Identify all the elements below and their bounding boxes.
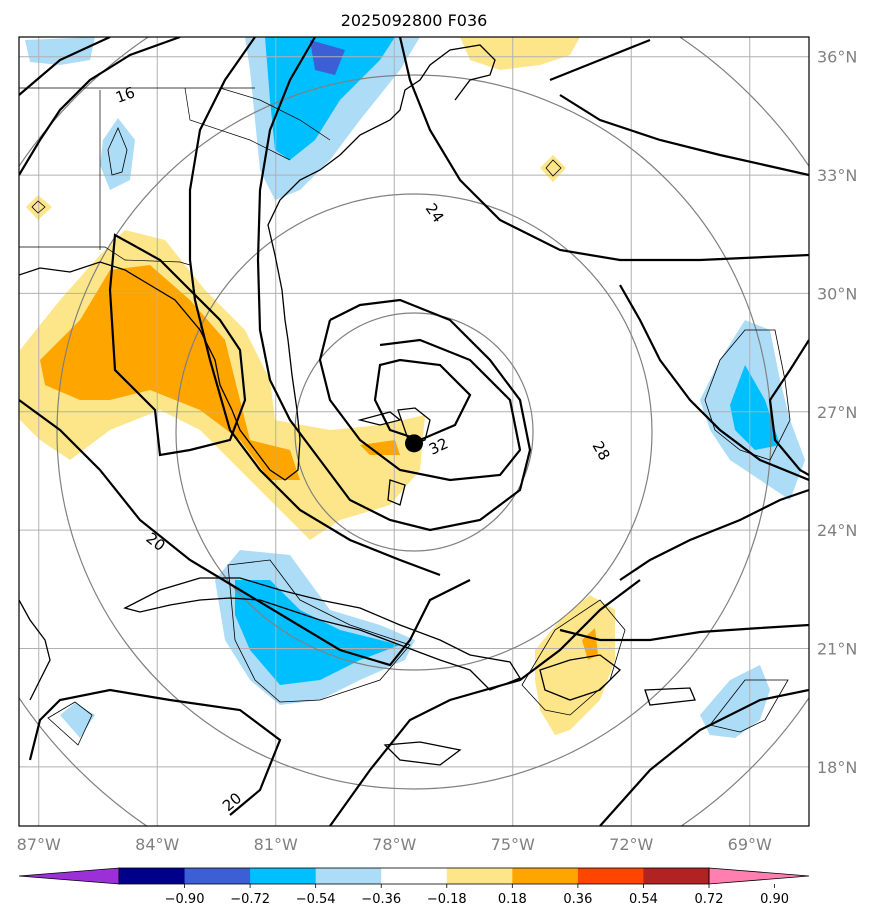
positive-shading-hispaniola-core <box>582 628 598 660</box>
colorbar-bin <box>184 868 251 884</box>
latitude-tick-label: 18°N <box>817 758 857 777</box>
latitude-tick-labels: 36°N 33°N 30°N 27°N 24°N 21°N 18°N <box>817 48 857 777</box>
border-2 <box>19 246 191 266</box>
colorbar-tick-label: −0.18 <box>427 892 467 907</box>
negative-shading-puerto-rico <box>700 665 770 738</box>
colorbar-extend-low <box>18 867 120 885</box>
contour-20-west <box>19 37 181 176</box>
longitude-tick-label: 84°W <box>135 835 179 854</box>
colorbar-bin <box>643 868 710 884</box>
bahamas-grand <box>357 411 402 426</box>
colorbar-tick-label: −0.54 <box>296 892 336 907</box>
storm-center-marker <box>405 434 423 453</box>
thin-contour-8 <box>107 126 128 176</box>
colorbar-tick-label: −0.90 <box>165 892 205 907</box>
longitude-tick-label: 81°W <box>254 835 298 854</box>
us-atlantic-coast <box>267 44 496 321</box>
latitude-tick-label: 30°N <box>817 284 857 303</box>
colorbar-tick-label: 0.18 <box>498 892 527 907</box>
contour-outer-east <box>398 37 809 262</box>
longitude-tick-label: 75°W <box>491 835 535 854</box>
thin-contour-6 <box>545 159 562 177</box>
contour-28 <box>318 319 522 482</box>
contour-16 <box>19 37 111 96</box>
negative-shading-carolinas-core <box>310 40 345 75</box>
colorbar: −0.90 −0.72 −0.54 −0.36 −0.18 0.18 0.36 0.54 0.7… <box>18 867 810 907</box>
contour-east-2 <box>619 284 809 482</box>
map-title: 2025092800 F036 <box>341 11 488 30</box>
contour-south-1 <box>329 579 641 826</box>
latitude-tick-label: 21°N <box>817 639 857 658</box>
range-ring-1 <box>294 312 534 552</box>
latitude-tick-label: 36°N <box>817 48 857 67</box>
contour-24 <box>188 37 441 577</box>
state-borders <box>19 87 331 266</box>
thin-contour-2 <box>521 599 626 716</box>
thin-contour-3 <box>227 559 411 703</box>
colorbar-tick-label: −0.36 <box>361 892 401 907</box>
colorbar-tick-label: −0.72 <box>230 892 270 907</box>
longitude-tick-label: 69°W <box>728 835 772 854</box>
positive-shading-north <box>460 37 580 70</box>
contour-se <box>599 688 809 826</box>
contour-label: 16 <box>113 83 137 106</box>
yucatan-coast <box>19 599 51 701</box>
longitude-tick-label: 72°W <box>609 835 653 854</box>
thin-contour-5 <box>709 679 789 733</box>
colorbar-frame <box>118 867 710 885</box>
border-4 <box>184 87 291 161</box>
colorbar-bin <box>119 868 186 884</box>
colorbar-tick-label: 0.36 <box>563 892 592 907</box>
positive-shading-east-cell <box>540 155 566 182</box>
negative-shading-east-atlantic-core <box>730 365 780 450</box>
bahamas-andros <box>387 479 406 506</box>
contour-gulf-loop <box>108 233 247 457</box>
contour-east-4 <box>559 623 809 642</box>
range-ring-3 <box>56 74 772 790</box>
colorbar-bin <box>315 868 382 884</box>
us-gulf-coast <box>19 261 301 481</box>
colorbar-bin <box>381 868 448 884</box>
jamaica-coast <box>383 741 462 766</box>
colorbar-bin <box>446 868 513 884</box>
contour-east-3 <box>619 488 809 581</box>
negative-shading-gulf-south <box>60 703 95 738</box>
cuba-coast <box>123 577 521 691</box>
map-frame <box>18 36 810 827</box>
longitude-tick-label: 78°W <box>372 835 416 854</box>
contour-20-south <box>28 688 282 816</box>
range-ring-2 <box>175 193 653 671</box>
contour-32 <box>373 358 472 442</box>
thin-contour-1 <box>704 329 791 461</box>
border-5 <box>219 87 331 141</box>
latitude-tick-label: 33°N <box>817 166 857 185</box>
contour-20-gulf <box>19 399 471 667</box>
latitude-tick-label: 24°N <box>817 521 857 540</box>
height-contours <box>19 37 809 826</box>
puerto-rico-coast <box>644 687 696 706</box>
thin-contour-7 <box>31 200 46 214</box>
colorbar-bin <box>577 868 644 884</box>
contour-east-ridge <box>549 38 651 82</box>
negative-shading-nw-corner <box>25 37 95 65</box>
longitude-tick-labels: 87°W 84°W 81°W 78°W 75°W 72°W 69°W <box>17 835 772 854</box>
colorbar-extend-high <box>708 867 810 885</box>
contour-east-loop <box>768 339 809 476</box>
colorbar-tick-label: 0.72 <box>695 892 724 907</box>
colorbar-tick-label: 0.90 <box>760 892 789 907</box>
thin-contours <box>31 126 791 746</box>
thin-contour-4 <box>47 701 93 746</box>
colorbar-bin <box>512 868 579 884</box>
colorbar-bin <box>250 868 317 884</box>
longitude-tick-label: 87°W <box>17 835 61 854</box>
positive-shading-bahamas-core <box>360 440 400 455</box>
contour-east-1 <box>559 94 809 177</box>
colorbar-tick-label: 0.54 <box>629 892 658 907</box>
contour-24b <box>256 37 532 532</box>
negative-shading-tennessee <box>100 118 135 190</box>
latitude-tick-label: 27°N <box>817 403 857 422</box>
